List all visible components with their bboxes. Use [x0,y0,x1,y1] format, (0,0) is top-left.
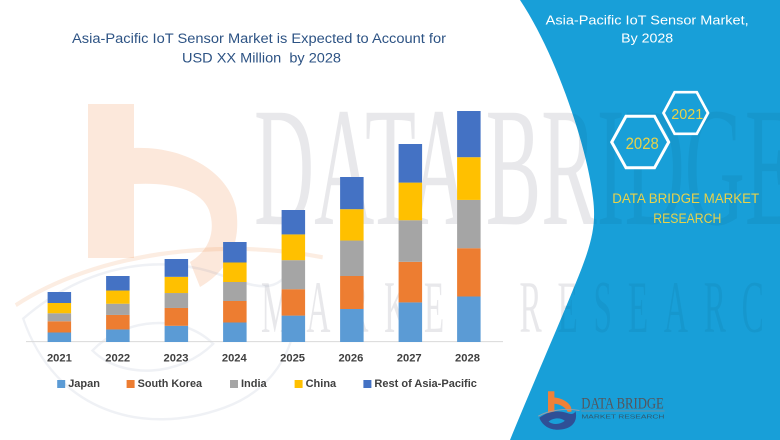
svg-text:Rest of Asia-Pacific: Rest of Asia-Pacific [374,378,477,390]
svg-text:Japan: Japan [68,378,100,390]
svg-text:Asia-Pacific IoT Sensor Market: Asia-Pacific IoT Sensor Market is Expect… [72,31,446,47]
svg-text:2028: 2028 [626,135,659,153]
svg-text:2021: 2021 [671,107,703,123]
svg-text:South Korea: South Korea [138,378,203,390]
svg-text:2025: 2025 [280,353,305,365]
svg-text:2021: 2021 [47,353,72,365]
svg-text:2023: 2023 [164,353,189,365]
svg-text:2026: 2026 [338,353,363,365]
svg-text:MARKET RESEARCH: MARKET RESEARCH [581,415,664,421]
svg-text:2028: 2028 [455,353,480,365]
svg-text:By 2028: By 2028 [621,31,673,46]
svg-text:Asia-Pacific IoT Sensor Market: Asia-Pacific IoT Sensor Market, [546,12,749,27]
svg-text:2024: 2024 [222,353,248,365]
svg-text:India: India [241,378,268,390]
svg-text:2022: 2022 [105,353,130,365]
svg-text:DATA BRIDGE: DATA BRIDGE [581,395,664,412]
svg-text:China: China [306,378,337,390]
svg-text:RESEARCH: RESEARCH [653,210,721,226]
svg-text:DATA BRIDGE MARKET: DATA BRIDGE MARKET [612,190,759,206]
svg-text:2027: 2027 [397,353,422,365]
svg-text:USD XX Million by 2028: USD XX Million by 2028 [182,50,341,66]
